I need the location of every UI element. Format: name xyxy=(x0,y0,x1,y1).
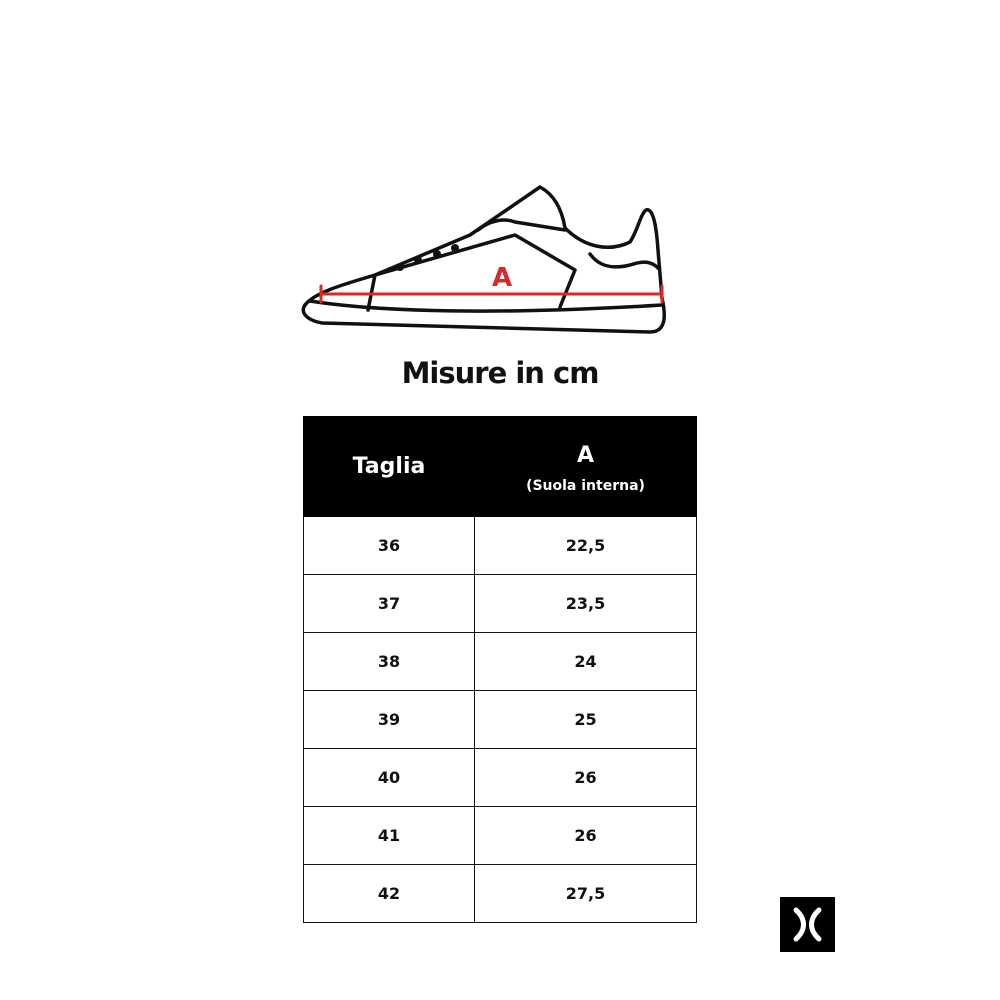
page-title: Misure in cm xyxy=(401,356,600,390)
measure-cell: 26 xyxy=(474,806,697,865)
table-row: 39 25 xyxy=(303,690,697,749)
table-row: 38 24 xyxy=(303,632,697,691)
table-row: 42 27,5 xyxy=(303,864,697,923)
measure-cell: 22,5 xyxy=(474,516,697,575)
size-table: Taglia A (Suola interna) 36 22,5 37 23,5 3… xyxy=(303,416,697,923)
header-measure-sub: (Suola interna) xyxy=(526,478,645,494)
measure-cell: 27,5 xyxy=(474,864,697,923)
table-row: 37 23,5 xyxy=(303,574,697,633)
measure-cell: 24 xyxy=(474,632,697,691)
size-cell: 39 xyxy=(303,690,475,749)
header-measure: A (Suola interna) xyxy=(474,416,697,517)
table-row: 41 26 xyxy=(303,806,697,865)
size-cell: 41 xyxy=(303,806,475,865)
table-row: 36 22,5 xyxy=(303,516,697,575)
sneaker-diagram-icon: A xyxy=(301,185,666,334)
measure-label: A xyxy=(492,263,512,293)
size-cell: 36 xyxy=(303,516,475,575)
header-measure-label: A xyxy=(576,443,595,468)
table-row: 40 26 xyxy=(303,748,697,807)
brand-logo-icon xyxy=(780,897,835,952)
measure-cell: 23,5 xyxy=(474,574,697,633)
size-cell: 40 xyxy=(303,748,475,807)
size-cell: 37 xyxy=(303,574,475,633)
measure-cell: 26 xyxy=(474,748,697,807)
header-size: Taglia xyxy=(303,416,475,517)
size-cell: 38 xyxy=(303,632,475,691)
table-header-row: Taglia A (Suola interna) xyxy=(303,416,697,517)
measure-cell: 25 xyxy=(474,690,697,749)
size-cell: 42 xyxy=(303,864,475,923)
